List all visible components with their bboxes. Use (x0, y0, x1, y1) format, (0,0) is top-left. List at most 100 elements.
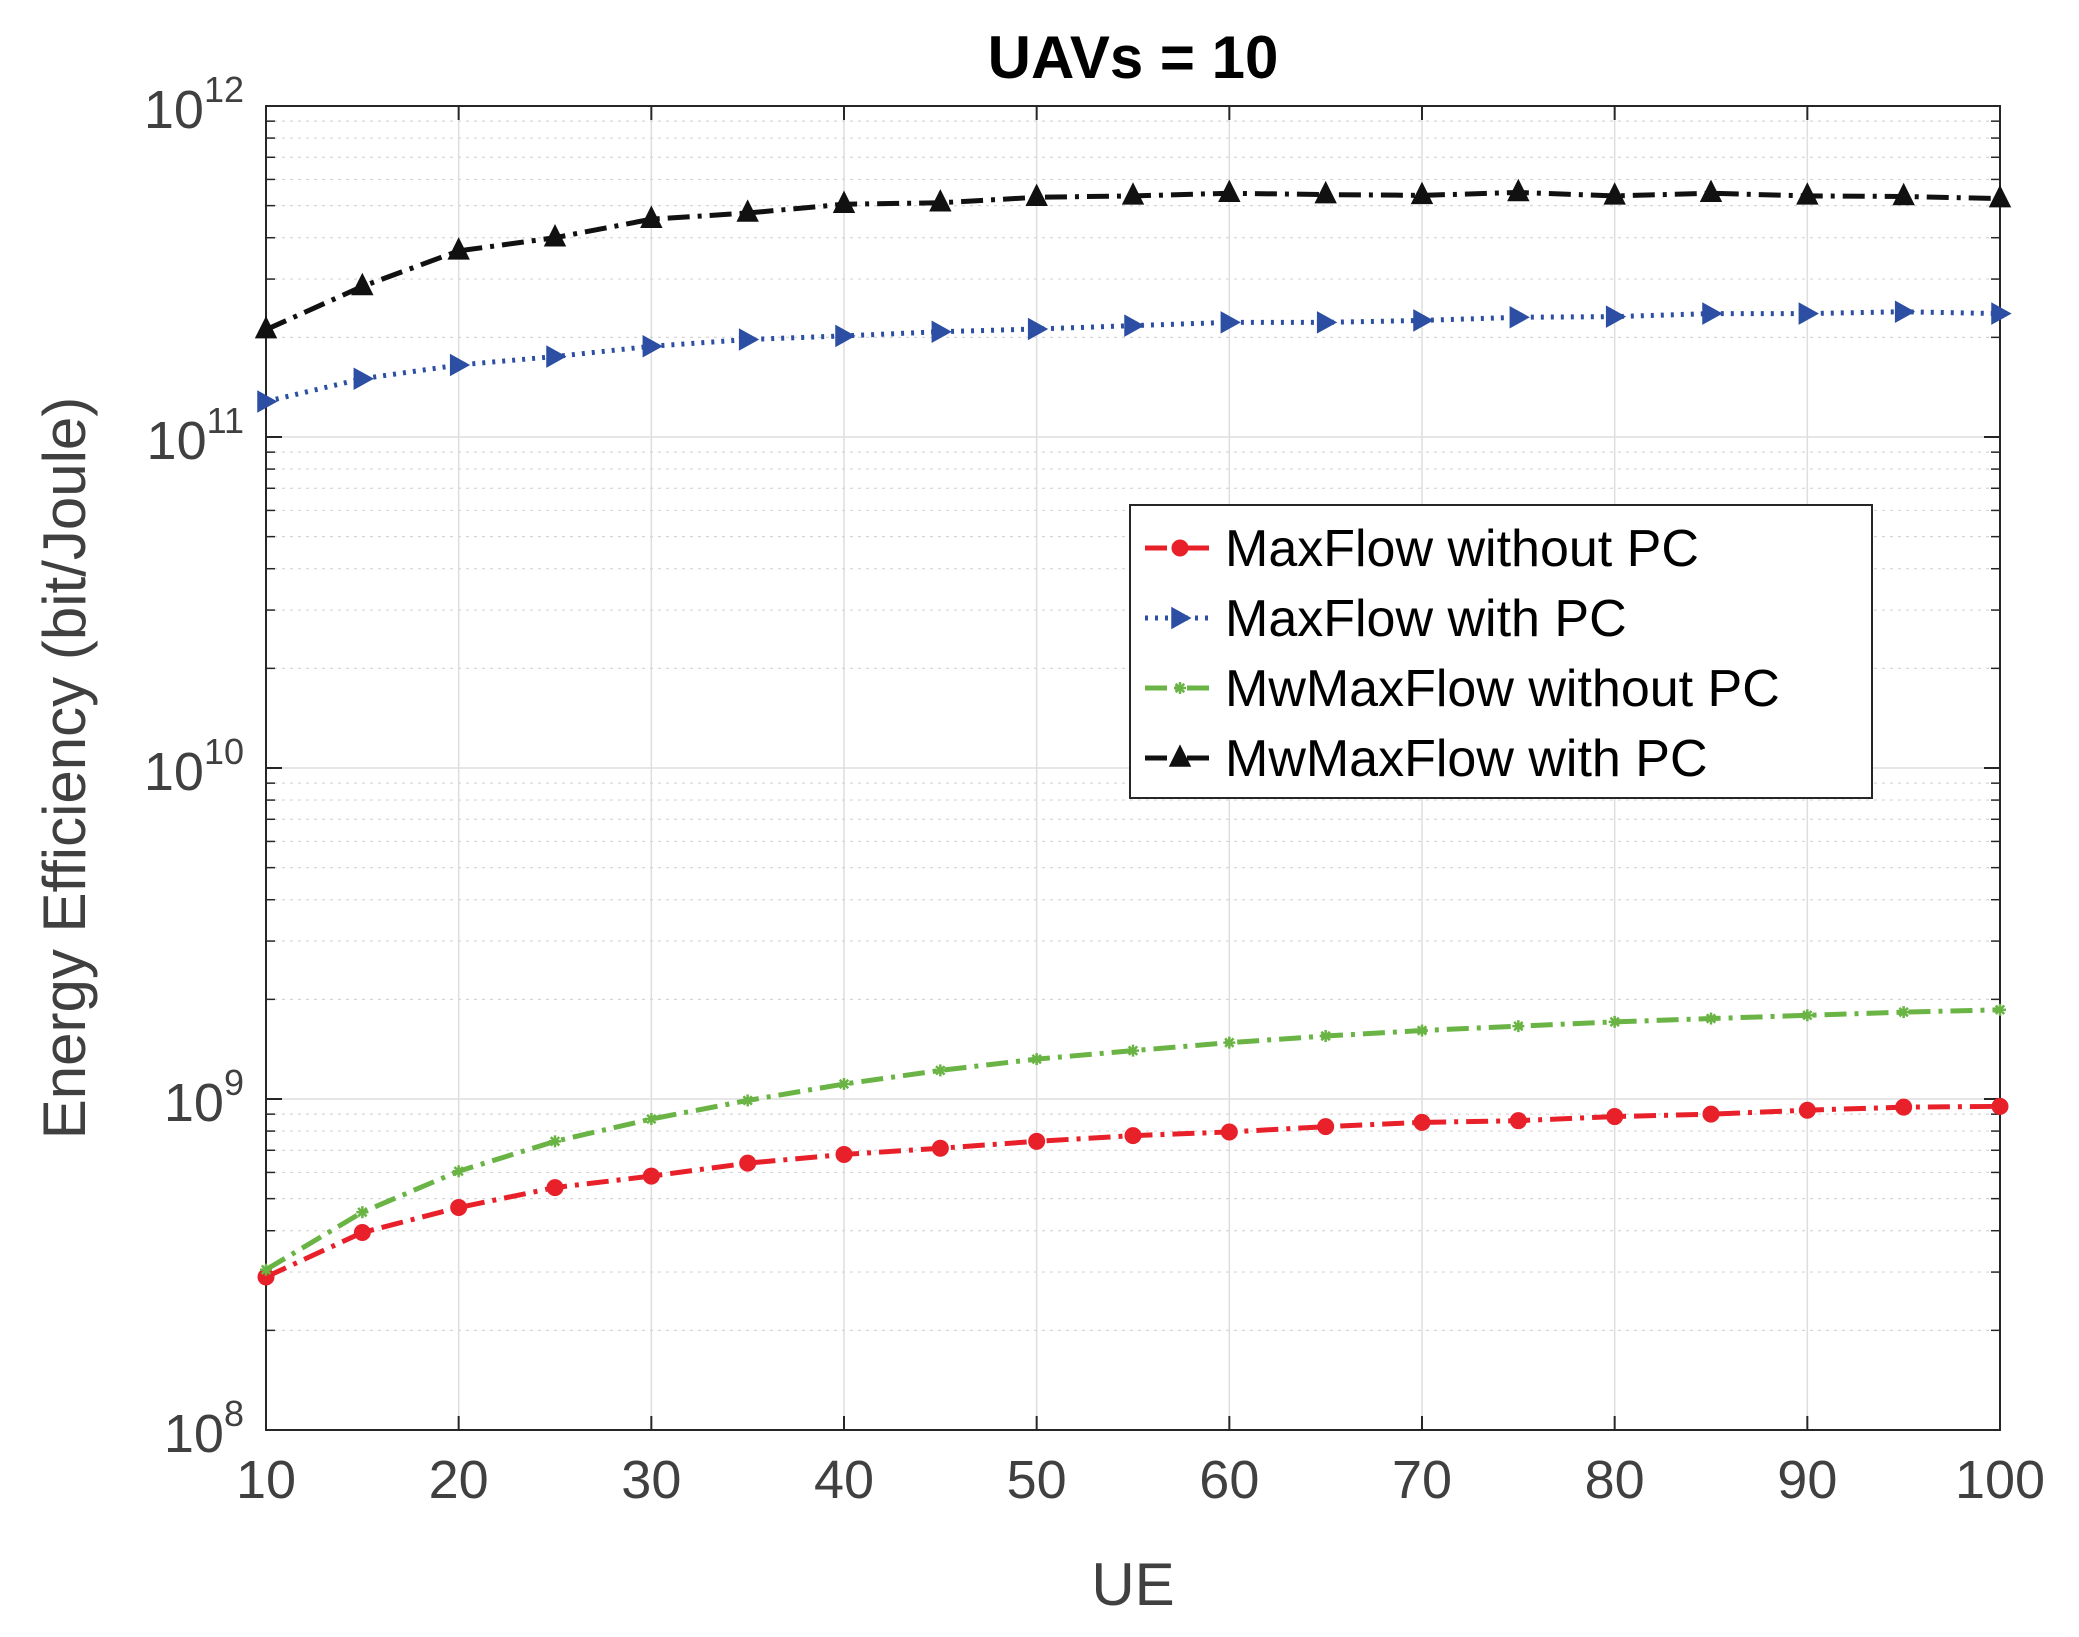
data-point (1509, 305, 1530, 329)
asterisk-stroke (742, 1095, 753, 1106)
y-tick-base: 10 (164, 1404, 224, 1464)
data-point (1608, 1015, 1621, 1028)
data-point (1220, 311, 1241, 334)
data-point (1801, 1009, 1814, 1022)
asterisk-stroke (838, 1078, 850, 1090)
data-point (1127, 1044, 1139, 1057)
x-tick-labels: 10 20 30 40 50 60 70 80 90 100 (236, 1450, 2045, 1510)
asterisk-stroke (357, 1207, 368, 1218)
data-point (1994, 1003, 2006, 1016)
legend-marker (1171, 539, 1189, 557)
legend-marker (1171, 606, 1192, 630)
data-point (736, 199, 759, 222)
x-tick-label: 100 (1955, 1450, 2045, 1510)
data-point (1027, 317, 1049, 341)
y-tick-base: 10 (144, 80, 204, 140)
data-point (835, 324, 856, 348)
data-point (1796, 182, 1819, 205)
x-tick-label: 60 (1199, 1450, 1259, 1510)
asterisk-stroke (1416, 1025, 1428, 1036)
data-point (450, 1199, 468, 1217)
asterisk-stroke (1705, 1013, 1717, 1024)
data-point (1702, 1105, 1720, 1123)
data-point (931, 320, 952, 343)
y-tick-exponent: 11 (207, 400, 244, 441)
asterisk-stroke (1031, 1053, 1042, 1065)
y-tick-label: 1011 (147, 400, 244, 471)
y-tick-exponent: 12 (204, 69, 244, 110)
x-tick-label: 80 (1585, 1450, 1645, 1510)
y-tick-base: 10 (144, 742, 204, 802)
data-point (1991, 1097, 2009, 1115)
series (254, 178, 2012, 1286)
data-point (546, 345, 567, 368)
axis-ticks (265, 105, 2001, 1431)
asterisk-stroke (549, 1136, 561, 1147)
x-tick-label: 40 (814, 1450, 874, 1510)
x-tick-label: 10 (236, 1450, 296, 1510)
data-point (1410, 181, 1434, 205)
legend-label: MaxFlow without PC (1225, 520, 1699, 578)
data-point (1699, 179, 1723, 203)
data-point (1220, 1123, 1238, 1141)
data-point (1028, 1132, 1046, 1150)
data-point (447, 237, 470, 260)
data-point (1509, 1112, 1527, 1130)
data-point (929, 189, 952, 212)
y-axis-label: Energy Efficiency (bit/Joule) (31, 397, 98, 1140)
data-point (1507, 178, 1530, 202)
data-point (1316, 311, 1338, 334)
data-point (549, 1135, 561, 1148)
x-tick-label: 50 (1007, 1450, 1067, 1510)
series-maxflow-with-pc (257, 300, 2012, 413)
data-point (1988, 184, 2012, 208)
legend-box (1129, 504, 1873, 799)
data-point (642, 1167, 660, 1185)
asterisk-stroke (453, 1166, 464, 1177)
data-point (934, 1064, 947, 1077)
y-tick-label: 1012 (144, 69, 244, 140)
data-point (1413, 1113, 1431, 1131)
data-point (1319, 1030, 1332, 1043)
y-tick-exponent: 10 (204, 731, 244, 772)
legend-label: MaxFlow with PC (1225, 590, 1627, 648)
asterisk-stroke (1513, 1021, 1524, 1032)
legend-entry: MwMaxFlow without PC (1145, 660, 1780, 718)
data-point (1603, 182, 1626, 205)
data-point (449, 353, 471, 377)
data-point (351, 272, 374, 296)
data-point (1892, 182, 1915, 206)
legend-marker (1174, 682, 1186, 694)
data-point (1121, 182, 1145, 205)
data-point (645, 1113, 658, 1126)
asterisk-stroke (1224, 1037, 1235, 1048)
data-point (1895, 1098, 1913, 1116)
data-point (260, 1263, 272, 1276)
data-point (832, 190, 856, 213)
data-point (1798, 302, 1819, 325)
asterisk-stroke (1127, 1045, 1139, 1056)
data-point (1413, 309, 1434, 332)
data-point (1897, 1006, 1910, 1019)
x-tick-label: 70 (1392, 1450, 1452, 1510)
data-point (1991, 302, 2012, 325)
x-tick-label: 20 (429, 1450, 489, 1510)
x-tick-label: 90 (1777, 1450, 1837, 1510)
data-point (1223, 1036, 1236, 1049)
chart-title: UAVs = 10 (988, 24, 1279, 91)
y-tick-exponent: 8 (224, 1393, 244, 1434)
series-mwmaxflow-with-pc (254, 178, 2012, 339)
asterisk-stroke (1802, 1010, 1813, 1021)
legend-entry: MaxFlow without PC (1145, 520, 1699, 578)
y-tick-exponent: 9 (224, 1062, 244, 1103)
data-point (452, 1165, 465, 1178)
x-axis-label: UE (1091, 1551, 1174, 1618)
data-point (838, 1077, 850, 1090)
y-tick-label: 1010 (144, 731, 244, 802)
asterisk-stroke (1174, 682, 1186, 694)
data-point (1798, 1101, 1816, 1119)
data-point (1025, 183, 1048, 207)
legend-label: MwMaxFlow with PC (1225, 730, 1708, 788)
legend-marker (1168, 744, 1192, 767)
